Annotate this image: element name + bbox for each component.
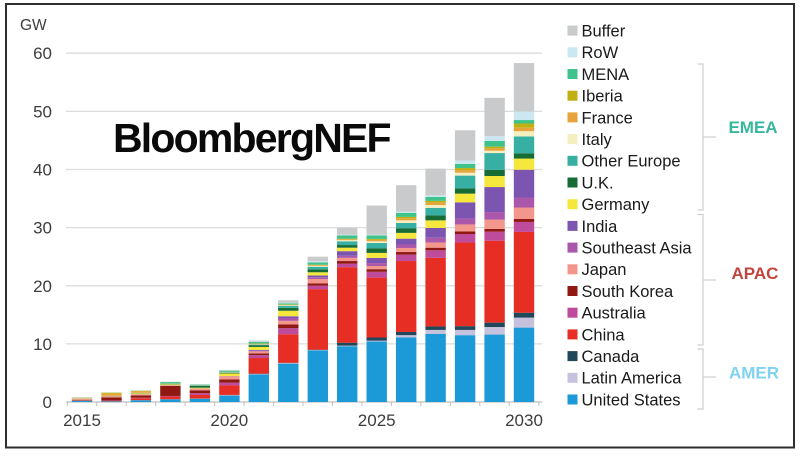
svg-text:40: 40	[33, 161, 52, 180]
svg-text:United States: United States	[582, 391, 681, 409]
svg-text:India: India	[582, 218, 619, 236]
svg-text:Iberia: Iberia	[582, 88, 624, 106]
svg-text:50: 50	[33, 102, 52, 121]
svg-text:APAC: APAC	[732, 264, 779, 283]
svg-text:2025: 2025	[358, 411, 396, 430]
svg-text:60: 60	[33, 44, 52, 63]
svg-text:20: 20	[33, 277, 52, 296]
svg-text:AMER: AMER	[729, 364, 779, 383]
svg-text:France: France	[582, 109, 633, 127]
svg-text:EMEA: EMEA	[728, 118, 777, 137]
svg-text:South Korea: South Korea	[582, 283, 675, 301]
svg-text:2015: 2015	[63, 411, 101, 430]
svg-text:MENA: MENA	[582, 66, 630, 84]
svg-text:U.K.: U.K.	[582, 174, 614, 192]
svg-text:BloombergNEF: BloombergNEF	[113, 115, 391, 161]
svg-text:Southeast Asia: Southeast Asia	[582, 240, 693, 258]
svg-text:10: 10	[33, 335, 52, 354]
svg-text:30: 30	[33, 219, 52, 238]
svg-text:Other Europe: Other Europe	[582, 153, 681, 171]
svg-text:Japan: Japan	[582, 261, 627, 279]
svg-text:RoW: RoW	[582, 44, 619, 62]
svg-text:Canada: Canada	[582, 348, 641, 366]
svg-text:Italy: Italy	[582, 131, 613, 149]
svg-text:0: 0	[43, 393, 52, 412]
svg-text:2020: 2020	[210, 411, 248, 430]
svg-text:Australia: Australia	[582, 305, 647, 323]
svg-text:GW: GW	[20, 17, 47, 34]
svg-text:China: China	[582, 326, 626, 344]
svg-text:Germany: Germany	[582, 196, 651, 214]
svg-text:2030: 2030	[505, 411, 543, 430]
svg-text:Buffer: Buffer	[582, 23, 626, 41]
svg-text:Latin America: Latin America	[582, 370, 683, 388]
